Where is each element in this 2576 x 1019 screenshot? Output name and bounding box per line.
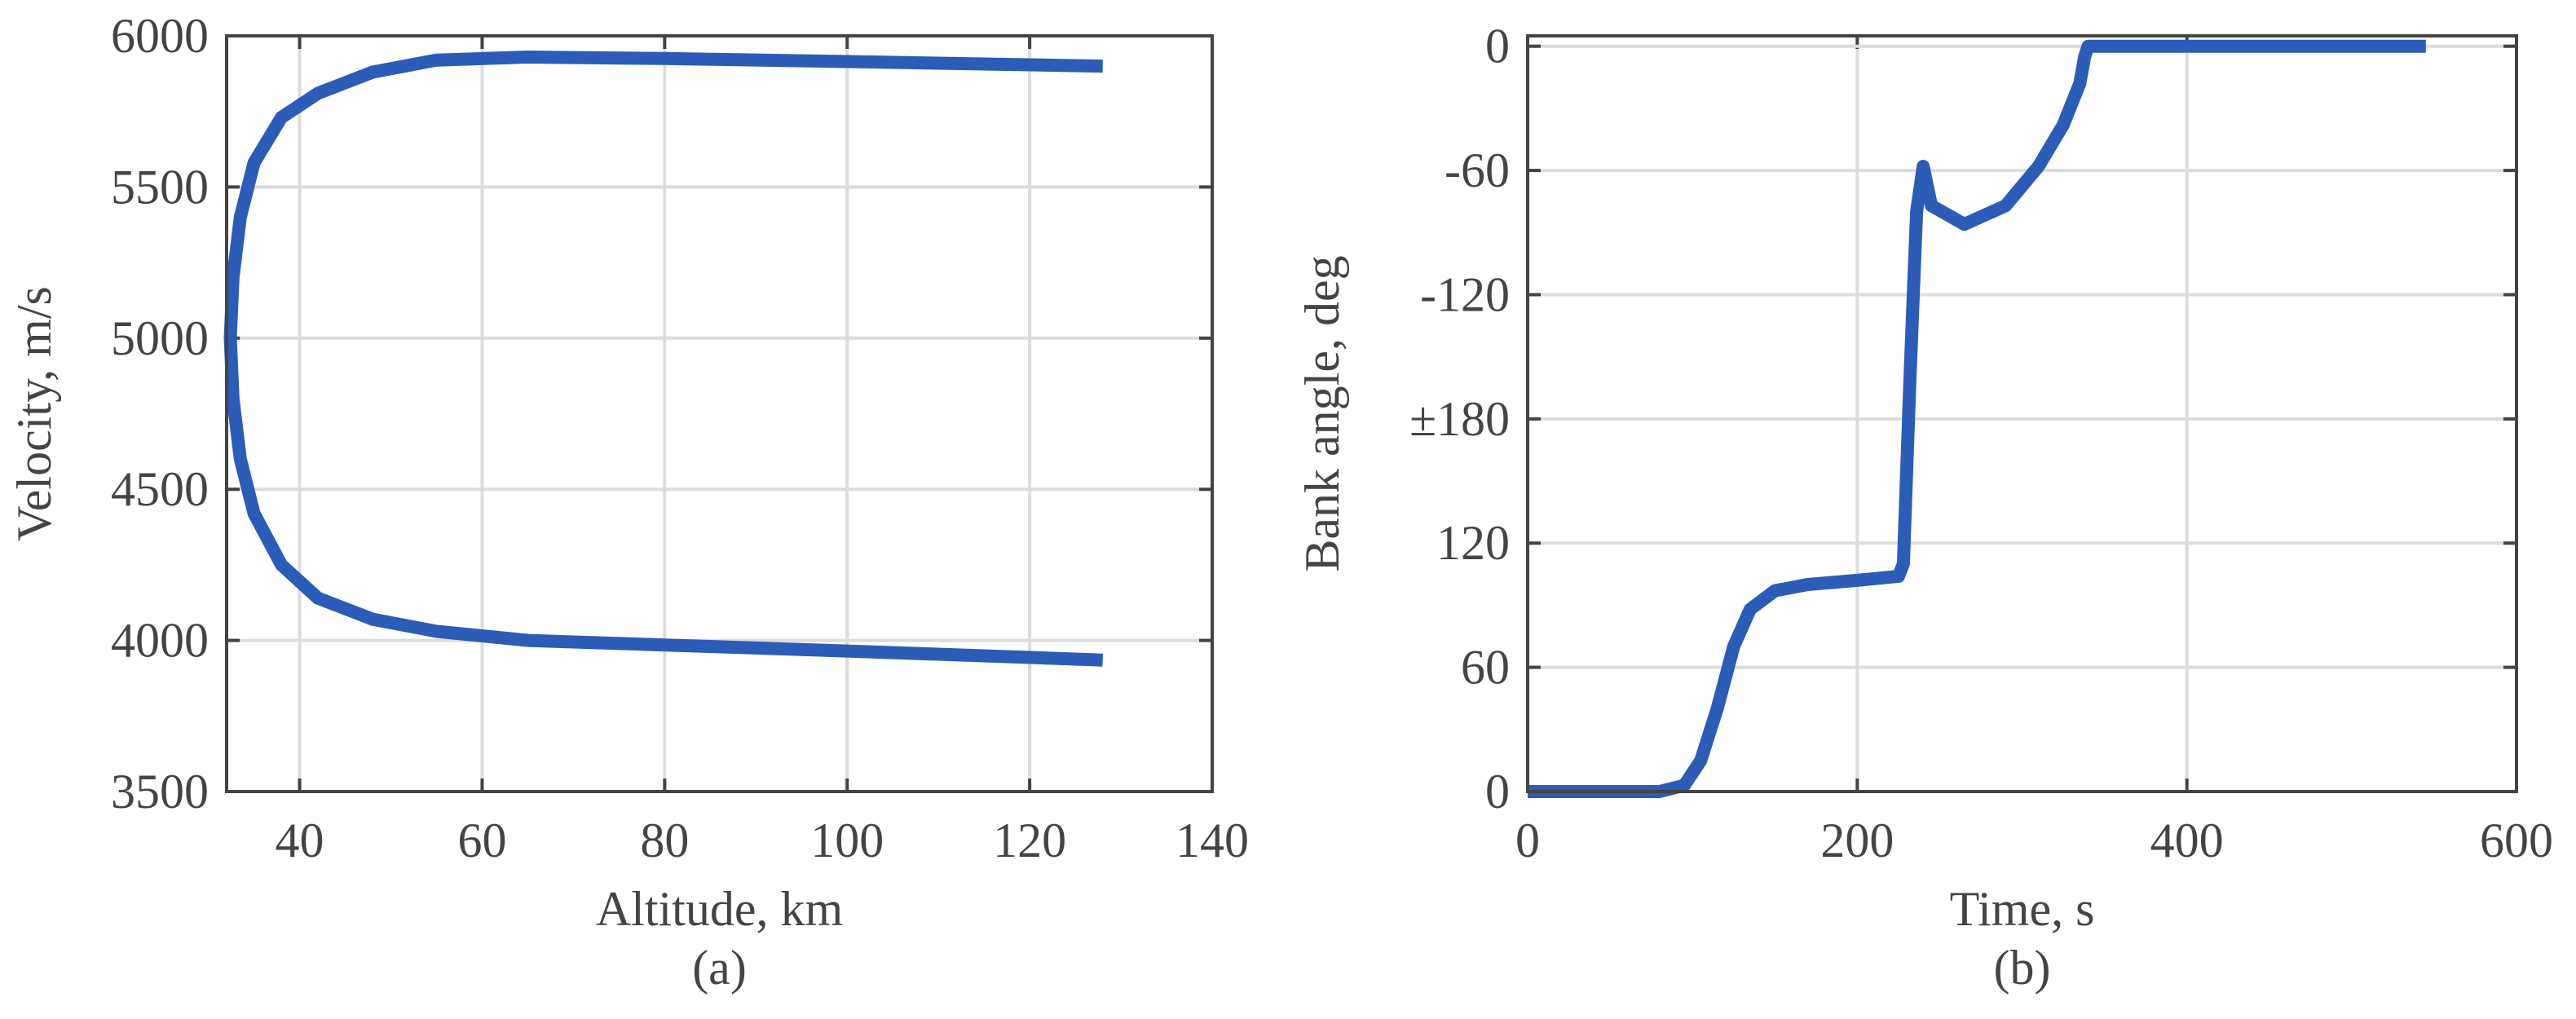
x-tick-label: 600 (2480, 814, 2553, 867)
caption: (b) (1994, 941, 2051, 995)
x-tick-label: 40 (276, 814, 324, 867)
y-axis-label: Velocity, m/s (7, 286, 61, 541)
y-tick-label: 60 (1461, 641, 1510, 695)
caption: (a) (692, 941, 747, 995)
y-tick-label: 6000 (111, 9, 209, 63)
x-tick-label: 120 (993, 814, 1066, 867)
y-tick-label: 5500 (111, 160, 209, 214)
y-tick-label: 3500 (111, 765, 209, 818)
x-tick-label: 400 (2150, 814, 2224, 867)
data-line (223, 51, 1103, 667)
plot-frame (1526, 34, 2518, 793)
y-axis-label: Bank angle, deg (1295, 255, 1349, 571)
y-tick-label: 4500 (111, 462, 209, 516)
x-tick-label: 60 (457, 814, 506, 867)
y-tick-label: ±180 (1409, 392, 1510, 446)
x-tick-label: 0 (1515, 814, 1540, 867)
x-axis-label: Time, s (1950, 882, 2095, 936)
y-tick-label: 0 (1485, 765, 1510, 818)
y-tick-label: 0 (1485, 20, 1510, 73)
y-tick-label: 120 (1436, 516, 1510, 570)
x-tick-label: 200 (1820, 814, 1894, 867)
x-tick-label: 80 (640, 814, 689, 867)
data-line (1528, 39, 2426, 798)
x-tick-label: 100 (810, 814, 884, 867)
y-tick-label: 5000 (111, 311, 209, 365)
y-tick-label: 4000 (111, 614, 209, 668)
x-axis-label: Altitude, km (596, 882, 843, 936)
plot-frame (225, 34, 1214, 793)
y-tick-label: -120 (1420, 267, 1510, 321)
y-tick-label: -60 (1445, 143, 1510, 197)
x-tick-label: 140 (1176, 814, 1249, 867)
